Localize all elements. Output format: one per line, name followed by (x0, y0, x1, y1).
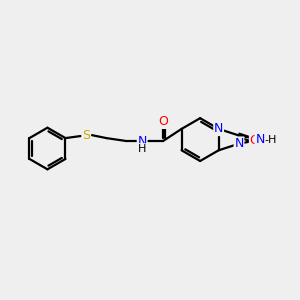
Text: S: S (82, 129, 90, 142)
Text: N: N (234, 137, 244, 150)
Text: H: H (268, 135, 277, 145)
Text: O: O (250, 134, 260, 147)
Text: H: H (138, 143, 147, 154)
Text: N: N (214, 122, 223, 135)
Text: O: O (158, 115, 168, 128)
Text: N: N (255, 133, 265, 146)
Text: -: - (265, 135, 268, 145)
Text: N: N (137, 135, 147, 148)
